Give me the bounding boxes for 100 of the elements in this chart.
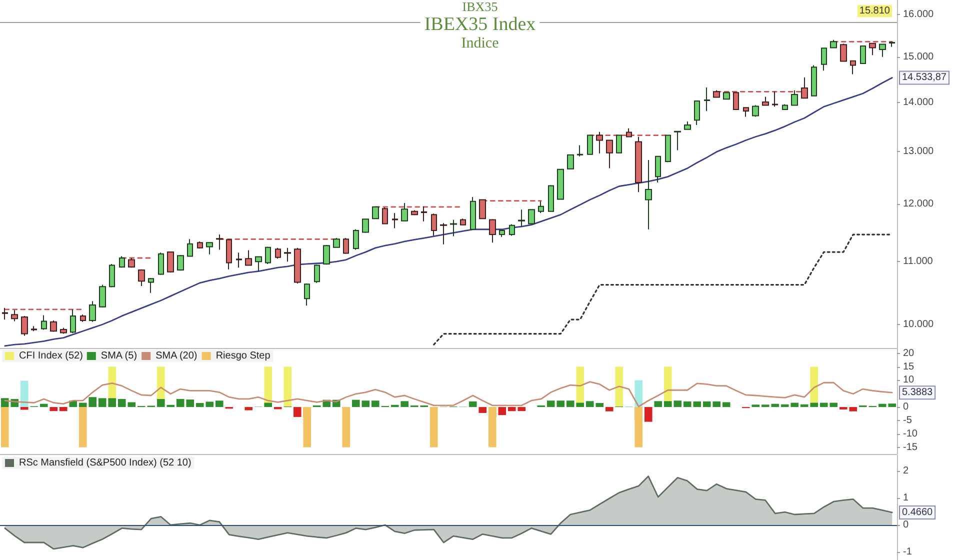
- candlestick: [752, 104, 759, 118]
- candlestick: [89, 300, 96, 322]
- candlestick: [509, 224, 515, 236]
- candlestick: [626, 128, 632, 138]
- candlestick: [821, 47, 827, 72]
- candlestick: [645, 160, 652, 230]
- candlestick: [801, 76, 808, 100]
- bar: [634, 380, 643, 408]
- candlestick: [333, 238, 340, 248]
- bar: [0, 407, 9, 448]
- candlestick: [548, 184, 554, 212]
- candlestick: [791, 90, 798, 106]
- candlestick: [245, 250, 252, 266]
- candlestick: [772, 91, 778, 108]
- legend-label: RSc Mansfield (S&P500 Index) (52 10): [19, 458, 192, 468]
- bar: [50, 407, 58, 412]
- candlestick: [80, 314, 86, 322]
- candlestick: [489, 218, 496, 244]
- candlestick: [840, 43, 847, 62]
- candlestick: [128, 257, 135, 268]
- candlestick: [879, 43, 886, 58]
- candlestick: [577, 144, 583, 157]
- candlestick: [362, 218, 369, 234]
- bar: [342, 407, 350, 448]
- line-series: [4, 381, 893, 408]
- bar: [264, 402, 272, 408]
- bar: [430, 407, 438, 448]
- candlestick: [138, 268, 145, 287]
- bar: [284, 366, 292, 408]
- candlestick: [889, 41, 895, 48]
- bar: [722, 402, 730, 408]
- bar: [78, 407, 87, 448]
- candlestick: [255, 256, 262, 272]
- candlestick: [811, 64, 817, 97]
- bar: [244, 407, 253, 410]
- annotation: 5.3883: [902, 387, 934, 398]
- candlestick: [158, 252, 164, 276]
- candlestick: [304, 283, 310, 306]
- y-tick-label: 20: [903, 348, 915, 359]
- candlestick: [596, 131, 603, 154]
- candlestick: [704, 86, 710, 112]
- candlestick: [167, 250, 174, 273]
- legend-label: SMA (5): [100, 350, 138, 362]
- y-tick-label: 10.000: [903, 318, 934, 330]
- candlestick: [343, 238, 349, 254]
- candlestick: [314, 264, 320, 284]
- y-tick-label: 2: [903, 466, 909, 477]
- candlestick: [762, 96, 769, 106]
- candlestick: [353, 228, 359, 250]
- y-tick-label: 0: [903, 402, 909, 413]
- y-tick-label: -15: [903, 442, 918, 453]
- candlestick: [860, 45, 866, 64]
- candlestick: [470, 196, 476, 230]
- candlestick: [538, 200, 544, 214]
- candlestick: [372, 206, 379, 220]
- candlestick: [275, 247, 281, 260]
- candlestick: [148, 277, 154, 294]
- annotation: IBX35: [462, 0, 498, 14]
- y-tick-label: 10: [903, 374, 915, 386]
- bar: [20, 380, 28, 408]
- candlestick: [460, 218, 466, 226]
- bar: [40, 404, 48, 408]
- candlestick: [869, 42, 876, 56]
- candlestick: [206, 242, 213, 255]
- candlestick: [294, 247, 301, 284]
- bar: [634, 407, 643, 448]
- legend-label: SMA (20): [156, 350, 198, 362]
- line-series: [4, 77, 893, 347]
- candlestick: [421, 206, 427, 222]
- candlestick: [440, 222, 447, 245]
- candlestick: [723, 92, 730, 100]
- candlestick: [606, 139, 613, 169]
- candlestick: [382, 206, 388, 225]
- y-tick-label: -5: [903, 414, 912, 426]
- candlestick: [401, 202, 408, 222]
- candlestick: [177, 254, 184, 272]
- candlestick: [518, 209, 525, 228]
- candlestick: [499, 229, 505, 238]
- candlestick: [733, 92, 739, 110]
- candlestick: [411, 210, 418, 216]
- text: Indice: [461, 36, 500, 52]
- candlestick: [323, 244, 330, 266]
- candlestick: [31, 326, 37, 332]
- y-tick-label: 11.000: [903, 256, 934, 268]
- bar: [752, 404, 760, 408]
- candlestick: [119, 256, 125, 268]
- candlestick: [684, 121, 691, 130]
- candlestick: [694, 100, 700, 126]
- candlestick: [265, 246, 271, 264]
- candlestick: [616, 134, 622, 154]
- candlestick: [109, 263, 115, 288]
- candlestick: [587, 134, 593, 156]
- candlestick: [2, 307, 8, 320]
- candlestick: [216, 234, 223, 250]
- text: IBEX35 Index: [424, 14, 536, 35]
- ref-line-label: 15.810: [859, 6, 890, 17]
- bar: [20, 407, 28, 410]
- y-tick-label: -1: [903, 546, 912, 558]
- bar: [615, 366, 624, 408]
- bar: [654, 401, 662, 408]
